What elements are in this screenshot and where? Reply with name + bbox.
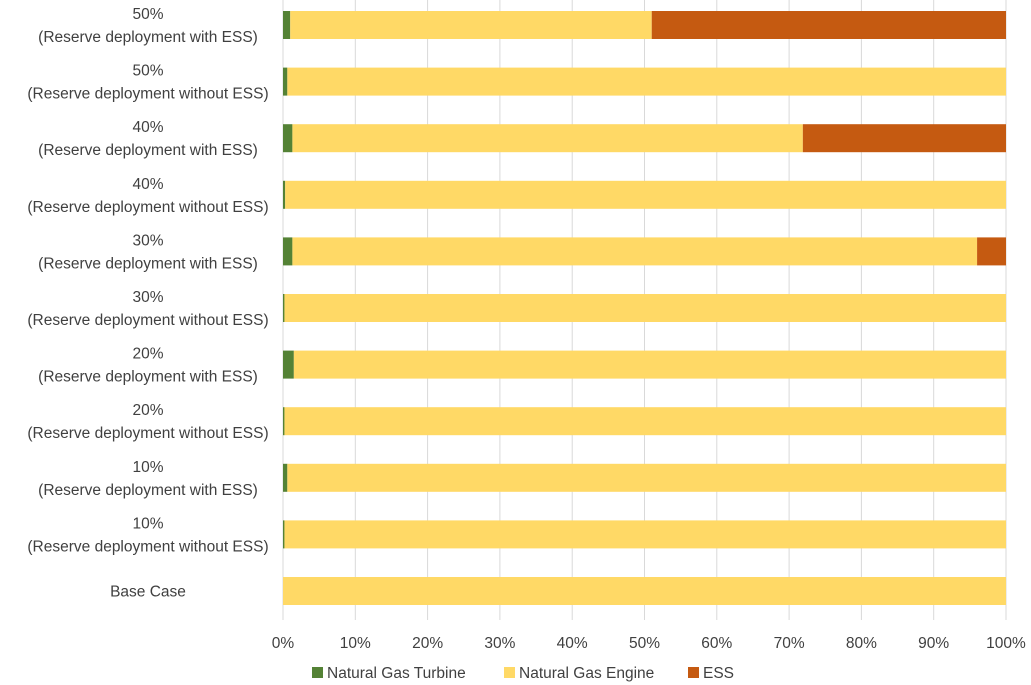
bar-segment <box>283 350 294 379</box>
bars <box>283 11 1007 605</box>
x-tick-label: 40% <box>557 635 588 652</box>
bar-segment <box>283 237 293 266</box>
category-label: (Reserve deployment with ESS) <box>38 29 258 46</box>
bar-segment <box>283 67 288 96</box>
bar-segment <box>283 180 286 209</box>
x-tick-label: 60% <box>701 635 732 652</box>
category-label: (Reserve deployment with ESS) <box>38 482 258 499</box>
category-labels: 50% (Reserve deployment with ESS) 50% (Rese… <box>27 6 268 601</box>
bar-segment <box>284 407 1006 436</box>
category-label: (Reserve deployment without ESS) <box>27 425 268 442</box>
category-label: (Reserve deployment without ESS) <box>27 538 268 555</box>
category-label: 40% <box>132 176 163 193</box>
x-tick-label: 20% <box>412 635 443 652</box>
bar-segment <box>292 237 978 266</box>
category-label: (Reserve deployment without ESS) <box>27 199 268 216</box>
category-label: 10% <box>132 515 163 532</box>
category-label: 40% <box>132 119 163 136</box>
legend-swatch <box>504 667 515 678</box>
category-label: Base Case <box>110 584 186 601</box>
bar-segment <box>283 520 285 549</box>
x-tick-label: 30% <box>484 635 515 652</box>
category-label: (Reserve deployment with ESS) <box>38 369 258 386</box>
bar-segment <box>287 67 1006 96</box>
bar-segment <box>802 124 1006 153</box>
category-label: (Reserve deployment with ESS) <box>38 255 258 272</box>
bar-segment <box>285 180 1006 209</box>
x-tick-label: 80% <box>846 635 877 652</box>
bar-segment <box>292 124 803 153</box>
legend-label: ESS <box>703 665 734 682</box>
x-tick-label: 50% <box>629 635 660 652</box>
category-label: 30% <box>132 289 163 306</box>
bar-segment <box>293 350 1007 379</box>
x-tick-label: 100% <box>986 635 1026 652</box>
category-label: 10% <box>132 459 163 476</box>
x-tick-label: 10% <box>340 635 371 652</box>
bar-segment <box>283 577 1006 605</box>
bar-segment <box>284 520 1006 549</box>
legend: Natural Gas Turbine Natural Gas Engine ESS <box>312 665 734 682</box>
legend-swatch <box>312 667 323 678</box>
x-tick-label: 70% <box>774 635 805 652</box>
bar-segment <box>977 237 1006 266</box>
legend-label: Natural Gas Turbine <box>327 665 466 682</box>
category-label: 20% <box>132 346 163 363</box>
bar-segment <box>283 11 291 39</box>
category-label: (Reserve deployment without ESS) <box>27 86 268 103</box>
legend-swatch <box>688 667 699 678</box>
legend-label: Natural Gas Engine <box>519 665 654 682</box>
x-tick-labels: 0% 10% 20% 30% 40% 50% 60% 70% 80% 90% 100% <box>272 635 1026 652</box>
category-label: 30% <box>132 232 163 249</box>
bar-segment <box>283 407 285 436</box>
bar-segment <box>283 124 293 153</box>
category-label: (Reserve deployment with ESS) <box>38 142 258 159</box>
x-tick-label: 0% <box>272 635 295 652</box>
category-label: 50% <box>132 63 163 80</box>
x-tick-label: 90% <box>918 635 949 652</box>
bar-segment <box>290 11 652 39</box>
bar-segment <box>284 294 1006 322</box>
bar-segment <box>651 11 1006 39</box>
category-label: 50% <box>132 6 163 23</box>
bar-segment <box>287 463 1006 492</box>
bar-segment <box>283 294 285 322</box>
category-label: (Reserve deployment without ESS) <box>27 312 268 329</box>
bar-segment <box>283 463 288 492</box>
category-label: 20% <box>132 402 163 419</box>
